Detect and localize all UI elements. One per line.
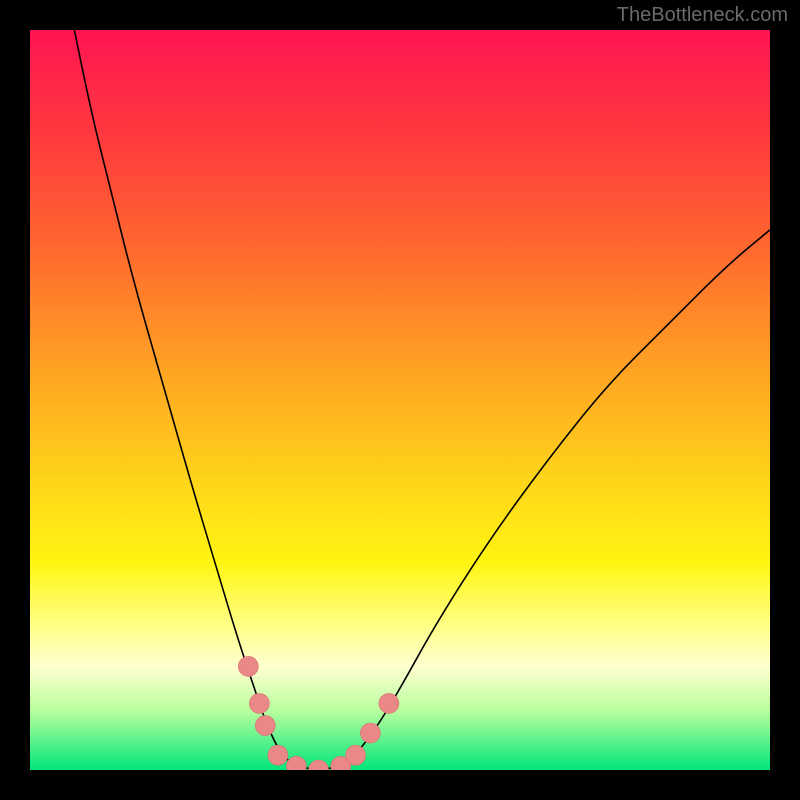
data-marker [238, 656, 258, 676]
data-marker [255, 716, 275, 736]
data-marker [249, 693, 269, 713]
data-marker [379, 693, 399, 713]
data-marker [360, 723, 380, 743]
chart-background [30, 30, 770, 770]
data-marker [268, 745, 288, 765]
chart-plot-area [30, 30, 770, 770]
bottleneck-curve-chart [30, 30, 770, 770]
watermark-text: TheBottleneck.com [617, 4, 788, 27]
data-marker [346, 745, 366, 765]
